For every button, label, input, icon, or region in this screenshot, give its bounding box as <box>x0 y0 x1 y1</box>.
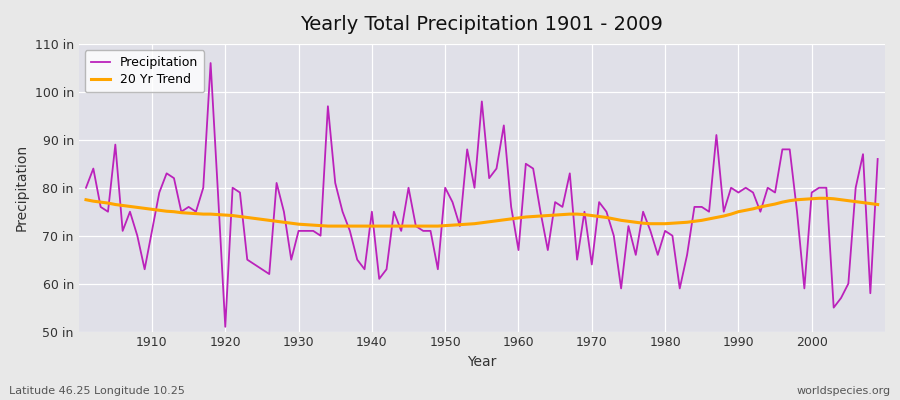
Line: 20 Yr Trend: 20 Yr Trend <box>86 198 878 226</box>
20 Yr Trend <box>322 224 333 228</box>
Precipitation <box>872 156 883 161</box>
Precipitation <box>205 61 216 66</box>
Precipitation <box>520 161 531 166</box>
20 Yr Trend <box>140 206 150 211</box>
20 Yr Trend <box>608 216 619 221</box>
Title: Yearly Total Precipitation 1901 - 2009: Yearly Total Precipitation 1901 - 2009 <box>301 15 663 34</box>
Y-axis label: Precipitation: Precipitation <box>15 144 29 231</box>
Text: Latitude 46.25 Longitude 10.25: Latitude 46.25 Longitude 10.25 <box>9 386 184 396</box>
20 Yr Trend <box>301 222 311 227</box>
20 Yr Trend <box>814 196 824 201</box>
Precipitation <box>81 185 92 190</box>
X-axis label: Year: Year <box>467 355 497 369</box>
20 Yr Trend <box>513 216 524 220</box>
Precipitation <box>527 166 538 171</box>
20 Yr Trend <box>520 214 531 219</box>
Precipitation <box>616 286 626 291</box>
20 Yr Trend <box>872 202 883 207</box>
20 Yr Trend <box>352 224 363 228</box>
Precipitation <box>220 324 230 329</box>
Legend: Precipitation, 20 Yr Trend: Precipitation, 20 Yr Trend <box>85 50 204 92</box>
Text: worldspecies.org: worldspecies.org <box>796 386 891 396</box>
Precipitation <box>315 233 326 238</box>
Precipitation <box>140 267 150 272</box>
Precipitation <box>359 267 370 272</box>
20 Yr Trend <box>81 197 92 202</box>
Line: Precipitation: Precipitation <box>86 63 878 327</box>
